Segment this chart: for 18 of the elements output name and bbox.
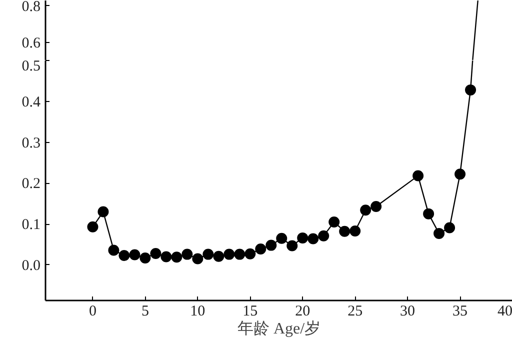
x-tick-label: 30 [400, 304, 416, 320]
y-tick-label: 0.3 [22, 135, 40, 152]
y-tick-label: 0.8 [22, 0, 40, 15]
y-tick-label: 0.1 [22, 217, 40, 234]
x-tick-label: 20 [295, 304, 310, 320]
x-tick-label: 35 [452, 304, 468, 320]
y-tick-label: 0.2 [22, 176, 40, 192]
x-tick-label: 5 [141, 304, 149, 320]
y-tick-label: 0.5 [22, 58, 40, 74]
x-tick-label: 10 [190, 304, 206, 320]
y-tick-label: 0.4 [22, 94, 41, 110]
x-tick-label: 25 [348, 304, 363, 320]
x-axis-title: 年龄 Age/岁 [237, 320, 321, 338]
x-tick-label: 15 [242, 304, 258, 320]
x-tick-label: 0 [88, 304, 96, 320]
x-tick-label: 40 [498, 304, 512, 320]
y-tick-label: 0.0 [22, 258, 40, 274]
y-tick-label: 0.6 [22, 35, 41, 52]
